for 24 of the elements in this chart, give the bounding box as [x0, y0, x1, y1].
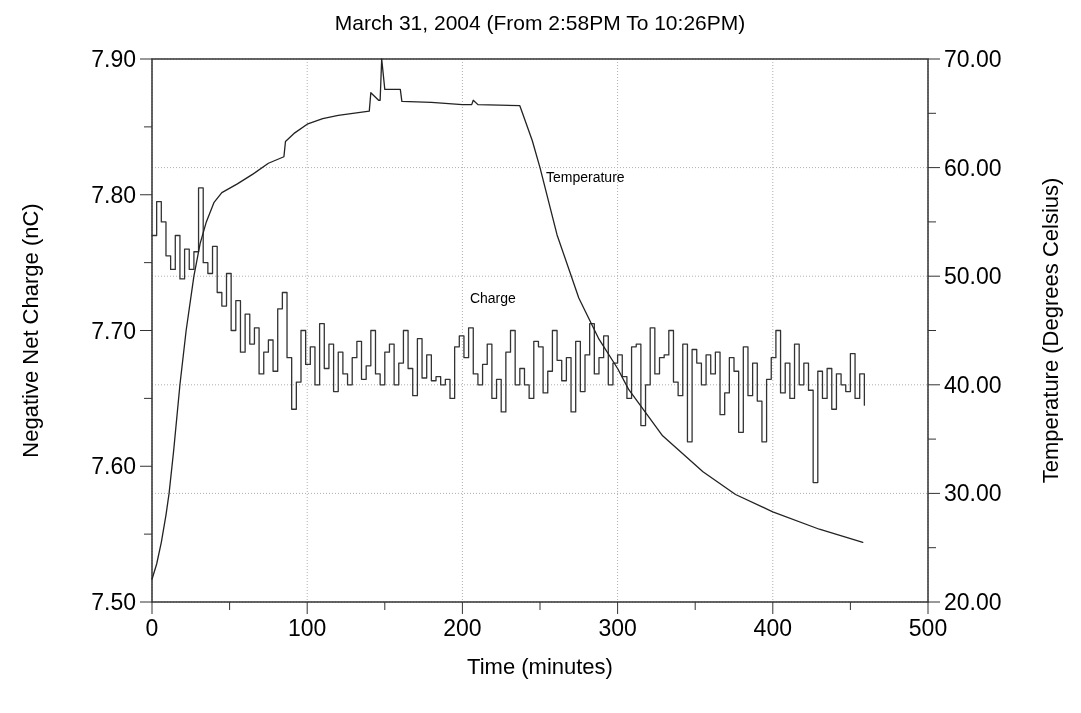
x-tick-label: 100 — [288, 615, 327, 641]
x-tick-label: 0 — [145, 615, 159, 641]
line-series — [151, 58, 864, 580]
series-label: Temperature — [546, 168, 625, 185]
y2-tick-label: 30.00 — [944, 480, 1002, 507]
series-label: Charge — [469, 290, 517, 307]
x-tick-label: 400 — [753, 615, 792, 641]
y2-tick-label: 60.00 — [944, 154, 1002, 181]
y-tick-label: 7.90 — [91, 46, 136, 72]
chart-title: March 31, 2004 (From 2:58PM To 10:26PM) — [334, 11, 746, 34]
y-axis-title: Negative Net Charge (nC) — [18, 203, 43, 458]
x-tick-label: 300 — [598, 615, 637, 641]
y-tick-label: 7.70 — [91, 317, 136, 344]
y2-tick-label: 20.00 — [944, 589, 1002, 615]
y-tick-label: 7.50 — [91, 589, 136, 615]
y-tick-label: 7.60 — [91, 453, 136, 480]
y2-tick-label: 40.00 — [944, 371, 1002, 398]
y2-axis-title: Temperature (Degrees Celsius) — [1038, 177, 1063, 484]
y2-tick-label: 70.00 — [944, 46, 1002, 72]
x-axis-title: Time (minutes) — [467, 654, 613, 679]
x-tick-label: 500 — [908, 615, 948, 641]
y-tick-label: 7.80 — [91, 181, 136, 208]
x-tick-label: 200 — [443, 615, 482, 641]
y2-tick-label: 50.00 — [944, 263, 1002, 290]
